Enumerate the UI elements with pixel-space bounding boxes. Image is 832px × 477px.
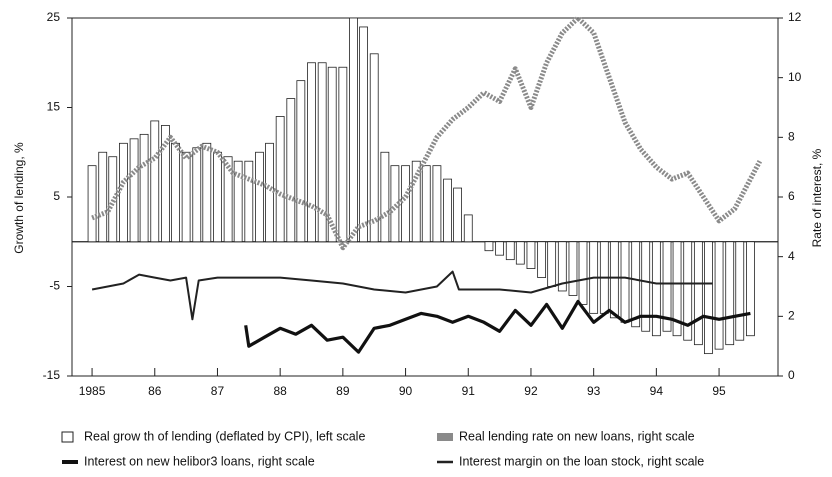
- y2-tick-label: 8: [788, 130, 795, 144]
- x-tick-label: 94: [650, 384, 664, 398]
- legend-label: Real grow th of lending (deflated by CPI…: [84, 429, 365, 443]
- bar: [609, 241, 619, 319]
- bar: [631, 241, 641, 328]
- bar: [620, 241, 630, 323]
- bar: [641, 241, 651, 332]
- y-tick-label: -5: [49, 279, 60, 293]
- bar: [98, 151, 108, 243]
- bar: [359, 26, 368, 243]
- bar: [735, 241, 745, 341]
- bar: [202, 142, 212, 243]
- x-tick-label: 87: [211, 384, 225, 398]
- x-tick-label: 91: [462, 384, 476, 398]
- bar: [338, 66, 348, 243]
- bar: [255, 151, 264, 243]
- y2-tick-label: 10: [788, 70, 802, 84]
- x-tick-label: 92: [524, 384, 538, 398]
- line: [244, 299, 751, 354]
- bar: [129, 138, 139, 243]
- legend-label: Interest on new helibor3 loans, right sc…: [84, 454, 315, 468]
- bar: [725, 241, 735, 346]
- legend-label: Interest margin on the loan stock, right…: [459, 454, 704, 468]
- bar: [87, 165, 97, 243]
- bar: [139, 133, 149, 243]
- y2-tick-label: 6: [788, 189, 795, 203]
- bar: [349, 17, 358, 243]
- bar: [411, 160, 421, 243]
- bar: [547, 241, 557, 287]
- bar: [537, 241, 547, 278]
- bar: [672, 241, 682, 337]
- x-tick-label: 88: [273, 384, 287, 398]
- bar: [443, 178, 452, 243]
- x-tick-label: 95: [712, 384, 726, 398]
- bar: [683, 241, 693, 341]
- y2-tick-label: 0: [788, 368, 795, 382]
- bar: [704, 241, 713, 355]
- legend-swatch: [437, 433, 453, 441]
- bar: [275, 116, 285, 243]
- bar: [463, 214, 473, 243]
- bar: [746, 241, 755, 337]
- bar: [495, 241, 505, 256]
- x-tick-label: 86: [148, 384, 162, 398]
- bar: [317, 62, 327, 243]
- bar: [233, 160, 243, 243]
- bar: [213, 151, 222, 243]
- bar: [484, 241, 494, 252]
- bar: [557, 241, 567, 292]
- x-tick-label: 90: [399, 384, 413, 398]
- bar: [421, 165, 431, 243]
- bar: [515, 241, 525, 265]
- bar: [265, 142, 274, 243]
- legend: Real grow th of lending (deflated by CPI…: [61, 429, 704, 468]
- bar: [714, 241, 724, 350]
- bar: [578, 241, 588, 305]
- bar: [693, 241, 703, 346]
- x-tick-label: 89: [336, 384, 350, 398]
- legend-label: Real lending rate on new loans, right sc…: [459, 429, 695, 443]
- bar: [244, 160, 254, 243]
- bar: [307, 62, 316, 243]
- bar: [286, 98, 296, 243]
- y-tick-label: -15: [43, 368, 61, 382]
- bar: [192, 147, 202, 243]
- bar: [401, 165, 410, 243]
- y-axis-title: Growth of lending, %: [12, 142, 26, 254]
- bar: [150, 120, 160, 243]
- line: [91, 15, 763, 251]
- bar: [526, 241, 536, 270]
- y-tick-label: 5: [53, 189, 60, 203]
- bar: [161, 125, 170, 243]
- bar: [380, 151, 390, 243]
- bar: [568, 241, 578, 296]
- bar: [223, 156, 233, 243]
- x-tick-label: 1985: [79, 384, 106, 398]
- bar: [327, 66, 337, 243]
- y2-tick-label: 4: [788, 249, 795, 263]
- y-tick-label: 15: [47, 100, 61, 114]
- bar: [296, 80, 306, 243]
- legend-swatch: [61, 431, 74, 443]
- y2-tick-label: 2: [788, 309, 795, 323]
- bar: [453, 187, 463, 243]
- bar: [505, 241, 515, 261]
- bar: [181, 151, 191, 243]
- bar: [171, 142, 180, 243]
- bar: [651, 241, 661, 337]
- bar: [662, 241, 672, 332]
- bar: [369, 53, 379, 243]
- line: [91, 270, 713, 321]
- y2-tick-label: 12: [788, 10, 802, 24]
- bar: [432, 165, 442, 243]
- x-tick-label: 93: [587, 384, 601, 398]
- y-tick-label: 25: [47, 10, 61, 24]
- y2-axis-title: Rate of interest, %: [810, 148, 824, 247]
